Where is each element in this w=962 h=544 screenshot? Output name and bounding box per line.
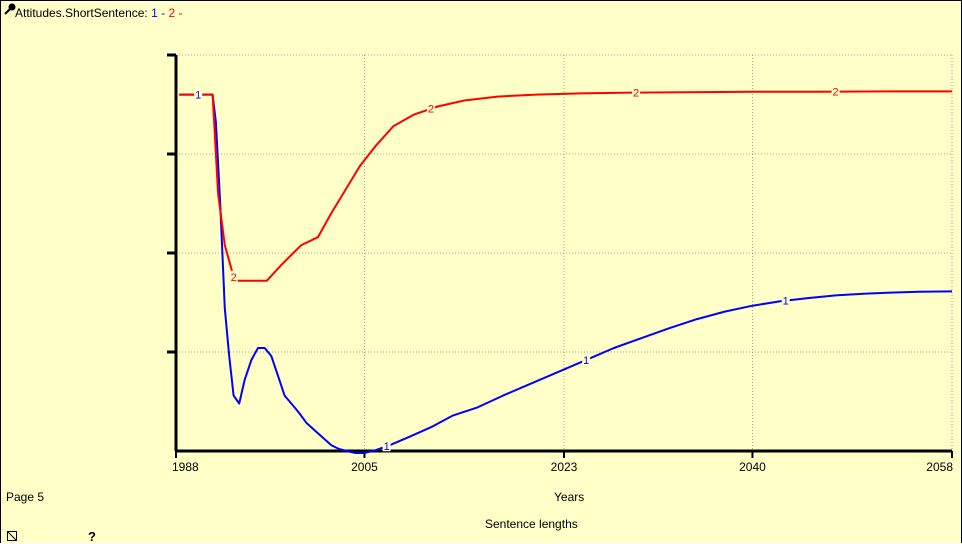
series-line-1 xyxy=(179,93,953,454)
x-tick-label: 2040 xyxy=(739,460,766,474)
series-marker-2: 2 xyxy=(231,272,237,284)
axes xyxy=(167,53,953,458)
grid-lines xyxy=(176,54,953,451)
series-marker-bg xyxy=(781,294,790,306)
series-marker-bg xyxy=(229,270,238,282)
series-marker-1: 1 xyxy=(783,296,789,308)
x-tick-labels: 1988 2005 2023 2040 2058 xyxy=(172,460,953,474)
chart-subtitle: Sentence lengths xyxy=(485,517,578,531)
series-marker-2: 2 xyxy=(428,104,434,116)
x-tick-label: 2005 xyxy=(351,460,378,474)
series-markers: 1 1 1 1 2 2 2 2 xyxy=(194,85,840,453)
series-marker-bg xyxy=(582,353,591,365)
series-marker-1: 1 xyxy=(384,441,390,453)
x-axis-label: Years xyxy=(554,490,585,504)
graph-tool-icon[interactable] xyxy=(7,531,17,541)
help-button[interactable]: ? xyxy=(88,529,96,544)
page-label[interactable]: Page 5 xyxy=(6,490,45,504)
pin-icon[interactable] xyxy=(3,2,17,16)
series-marker-bg xyxy=(194,88,203,100)
series-marker-1: 1 xyxy=(583,355,589,367)
series-marker-2: 2 xyxy=(833,87,839,99)
series-marker-bg xyxy=(382,440,391,452)
chart-header: Attitudes.ShortSentence: 1 - 2 - xyxy=(15,6,182,20)
series-lines xyxy=(179,90,953,454)
x-tick-label: 1988 xyxy=(172,460,199,474)
series-marker-bg xyxy=(632,86,641,98)
series-marker-bg xyxy=(426,102,435,114)
series-marker-bg xyxy=(831,85,840,97)
legend-entry-2: 2 - xyxy=(168,6,183,20)
x-tick-label: 2023 xyxy=(551,460,578,474)
series-marker-1: 1 xyxy=(195,90,201,102)
chart-title: Attitudes.ShortSentence: xyxy=(15,6,148,20)
series-marker-2: 2 xyxy=(633,88,639,100)
legend-entry-1: 1 - xyxy=(151,6,166,20)
x-tick-label: 2058 xyxy=(926,460,953,474)
series-line-2 xyxy=(179,90,952,282)
